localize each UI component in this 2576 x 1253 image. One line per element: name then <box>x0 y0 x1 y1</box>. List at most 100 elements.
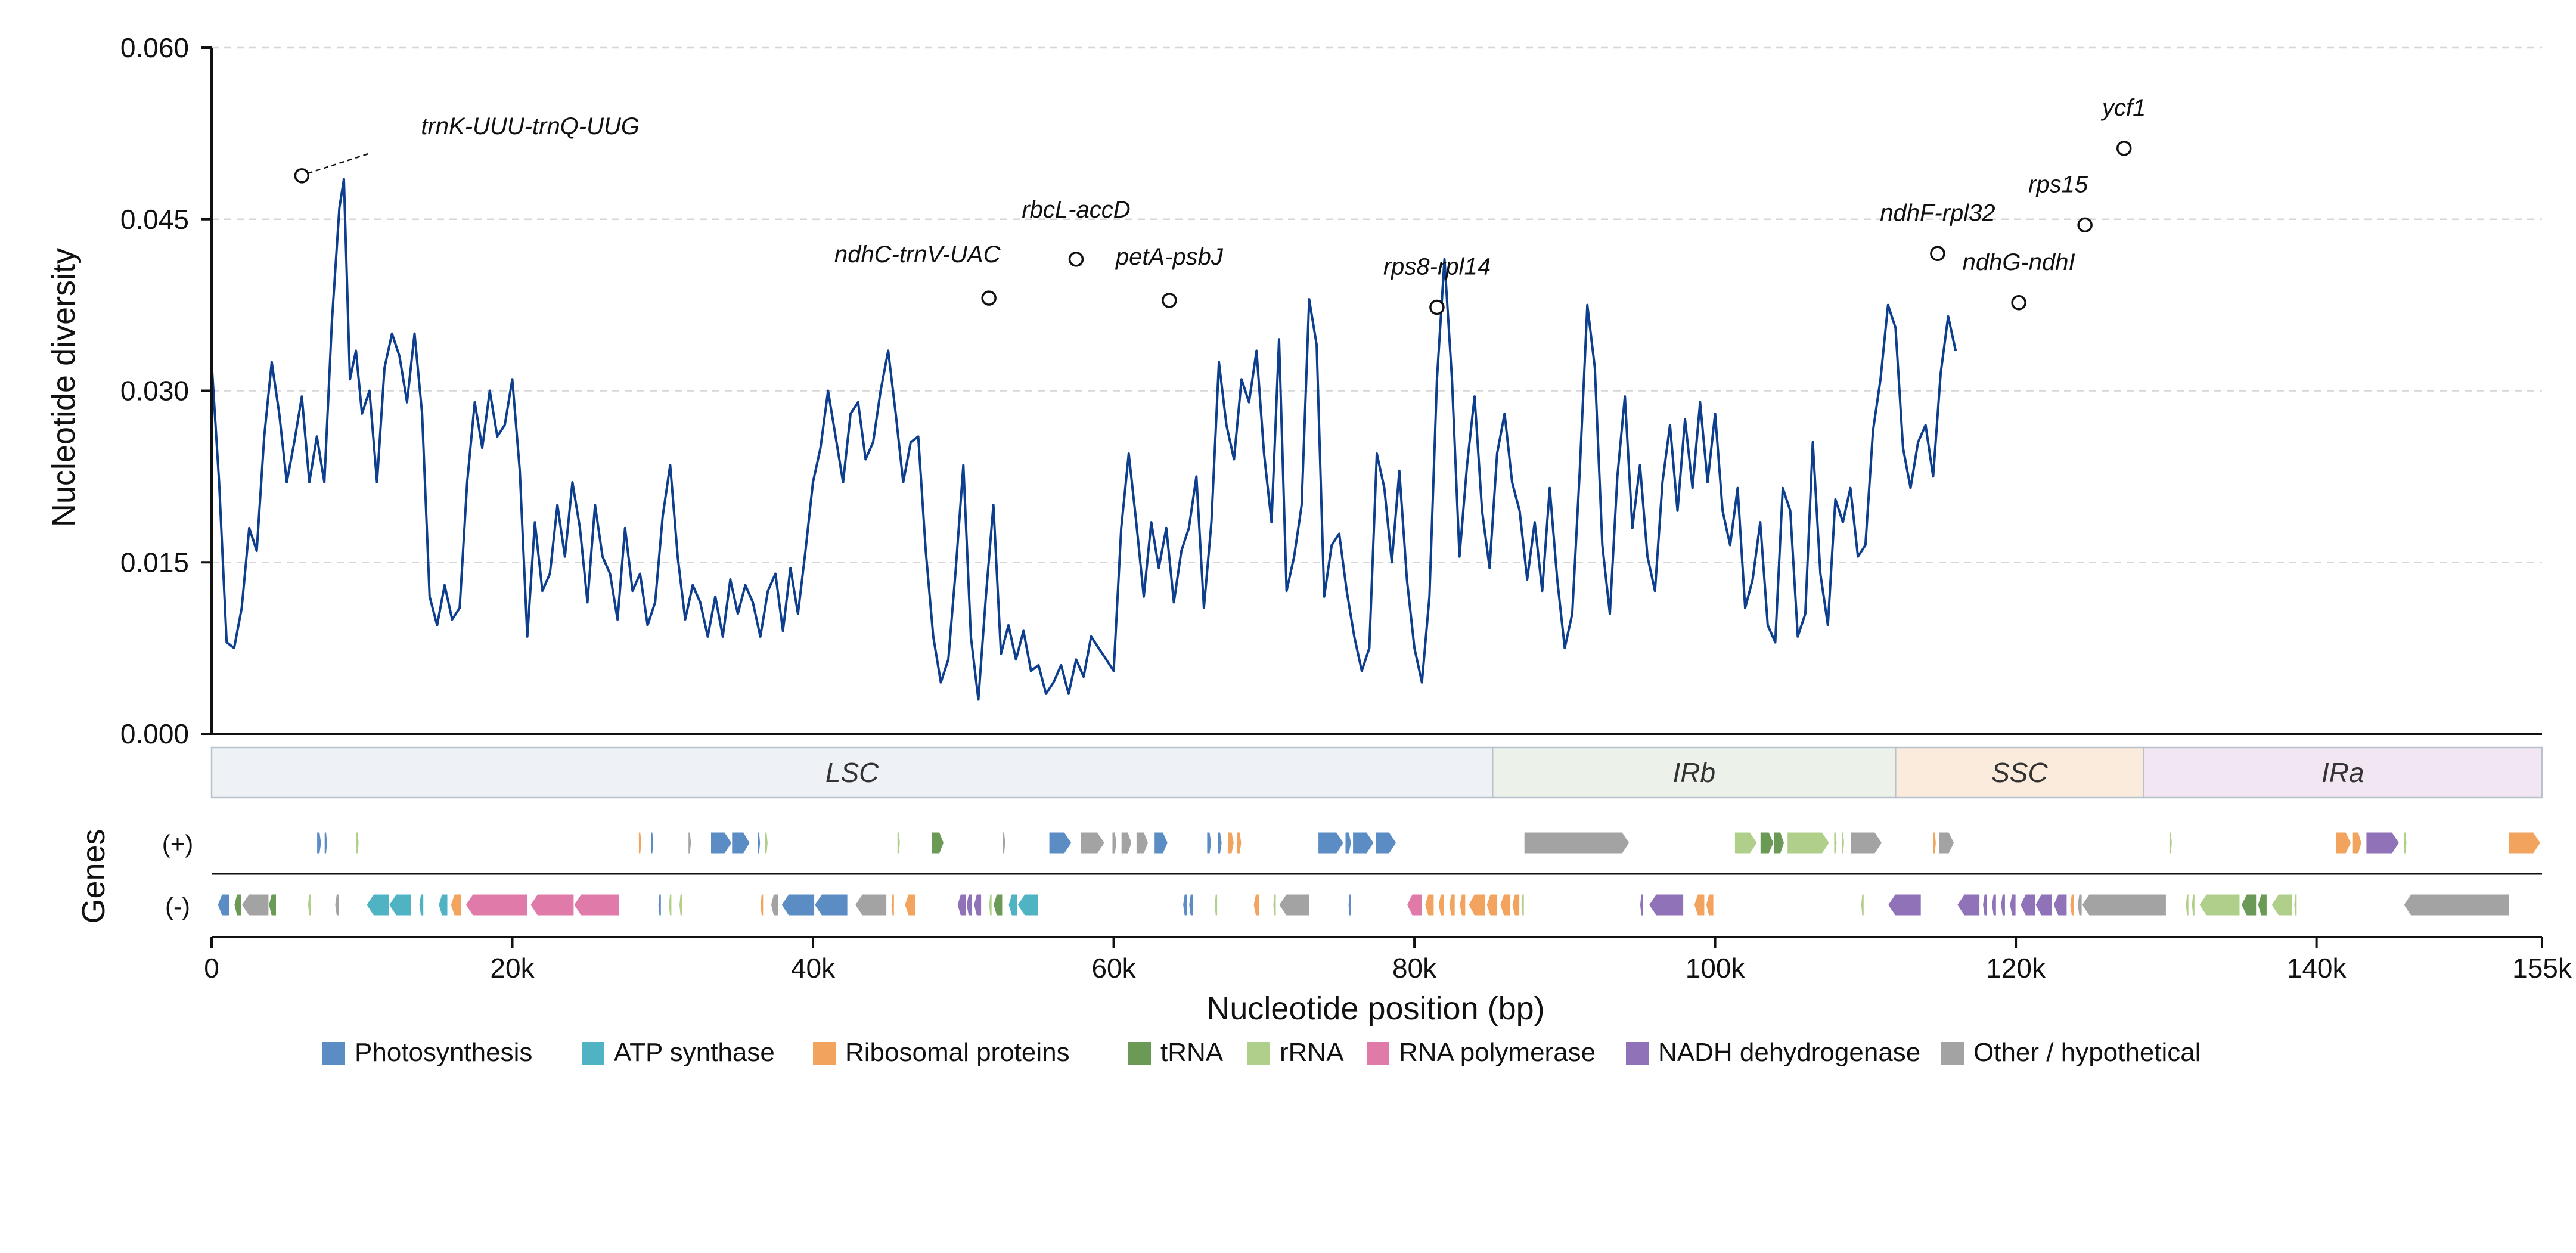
gene-minus-strand <box>2185 894 2189 916</box>
gene-minus-strand <box>2199 894 2240 916</box>
y-axis-title: Nucleotide diversity <box>46 248 82 527</box>
gene-plus-strand <box>1938 832 1955 854</box>
gene-minus-strand <box>1424 894 1435 916</box>
y-tick-label: 0.060 <box>120 32 189 63</box>
x-tick-label: 0 <box>204 953 219 984</box>
y-tick-label: 0.045 <box>120 204 189 235</box>
gene-plus-strand <box>1112 832 1118 854</box>
gene-minus-strand <box>1957 894 1981 916</box>
region-box <box>2143 746 2543 799</box>
gene-plus-strand <box>1841 832 1845 854</box>
gene-minus-strand <box>1500 894 1511 916</box>
region-label: IRb <box>1672 757 1715 788</box>
gene-track <box>212 832 2542 916</box>
peak-leader-line <box>307 152 371 175</box>
gene-plus-strand <box>1345 832 1352 854</box>
gene-minus-strand <box>2271 894 2293 916</box>
gene-plus-strand <box>1121 832 1132 854</box>
gene-minus-strand <box>530 894 575 916</box>
gene-minus-strand <box>1520 894 1525 916</box>
x-tick-label: 20k <box>490 953 535 984</box>
gene-plus-strand <box>1523 832 1630 854</box>
gene-minus-strand <box>1860 894 1864 916</box>
gene-minus-strand <box>450 894 462 916</box>
gene-minus-strand <box>366 894 390 916</box>
gene-minus-strand <box>2257 894 2267 916</box>
legend-swatch <box>1367 1042 1389 1065</box>
gene-minus-strand <box>1486 894 1498 916</box>
gene-minus-strand <box>1278 894 1309 916</box>
legend-label: Other / hypothetical <box>1973 1038 2201 1067</box>
gene-minus-strand <box>1348 894 1352 916</box>
gene-minus-strand <box>2000 894 2006 916</box>
gene-minus-strand <box>2403 894 2509 916</box>
gene-plus-strand <box>2509 832 2541 854</box>
gene-plus-strand <box>1236 832 1242 854</box>
gene-minus-strand <box>234 894 242 916</box>
peak-label: rps15 <box>2028 171 2088 197</box>
gene-minus-strand <box>1982 894 1988 916</box>
gene-plus-strand <box>2352 832 2362 854</box>
legend-swatch <box>582 1042 604 1065</box>
gene-plus-strand <box>1002 832 1006 854</box>
gene-minus-strand <box>2035 894 2053 916</box>
gene-minus-strand <box>2053 894 2068 916</box>
gene-plus-strand <box>931 832 945 854</box>
peak-label: trnK-UUU-trnQ-UUG <box>421 113 640 139</box>
gene-plus-strand <box>764 832 768 854</box>
peak-marker <box>2011 295 2026 311</box>
gene-minus-strand <box>1648 894 1684 916</box>
gene-minus-strand <box>1214 894 1218 916</box>
gene-minus-strand <box>389 894 412 916</box>
gridlines <box>212 46 2542 563</box>
gene-minus-strand <box>418 894 424 916</box>
peak-label: petA-psbJ <box>1115 244 1224 270</box>
gene-minus-strand <box>1183 894 1188 916</box>
gene-plus-strand <box>650 832 654 854</box>
x-tick-label: 80k <box>1392 953 1437 984</box>
plus-strand-label: (+) <box>162 830 194 858</box>
gene-minus-strand <box>966 894 973 916</box>
gene-plus-strand <box>1227 832 1234 854</box>
gene-minus-strand <box>2240 894 2257 916</box>
peak-marker <box>2077 217 2093 233</box>
gene-minus-strand <box>904 894 916 916</box>
legend-label: Photosynthesis <box>355 1038 532 1067</box>
gene-plus-strand <box>896 832 901 854</box>
peak-label: ndhF-rpl32 <box>1880 200 1995 226</box>
gene-minus-strand <box>1406 894 1423 916</box>
gene-minus-strand <box>1512 894 1520 916</box>
peak-marker <box>1162 293 1177 308</box>
legend-swatch <box>1626 1042 1649 1065</box>
region-box <box>1895 746 2144 799</box>
gene-plus-strand <box>1759 832 1774 854</box>
gene-plus-strand <box>1217 832 1222 854</box>
gene-minus-strand <box>1639 894 1643 916</box>
gene-minus-strand <box>2020 894 2036 916</box>
peak-label: ndhG-ndhI <box>1963 249 2075 275</box>
gene-minus-strand <box>1705 894 1714 916</box>
peak-label: rbcL-accD <box>1022 197 1130 223</box>
gene-plus-strand <box>688 832 692 854</box>
gene-minus-strand <box>1693 894 1705 916</box>
gene-minus-strand <box>957 894 967 916</box>
gene-plus-strand <box>1787 832 1830 854</box>
gene-minus-strand <box>855 894 887 916</box>
gene-minus-strand <box>2293 894 2298 916</box>
legend-label: Ribosomal proteins <box>845 1038 1070 1067</box>
y-tick-label: 0.015 <box>120 547 189 578</box>
gene-minus-strand <box>814 894 848 916</box>
gene-minus-strand <box>438 894 448 916</box>
gene-plus-strand <box>2366 832 2400 854</box>
gene-minus-strand <box>2069 894 2075 916</box>
gene-minus-strand <box>1459 894 1466 916</box>
gene-minus-strand <box>2009 894 2016 916</box>
x-tick-label: 40k <box>791 953 836 984</box>
region-box <box>210 746 1494 799</box>
legend-label: rRNA <box>1280 1038 1344 1067</box>
y-tick-label: 0.000 <box>120 718 189 749</box>
gene-plus-strand <box>1352 832 1374 854</box>
legend-swatch <box>1128 1042 1151 1065</box>
y-tick-label: 0.030 <box>120 376 189 407</box>
gene-minus-strand <box>1188 894 1194 916</box>
